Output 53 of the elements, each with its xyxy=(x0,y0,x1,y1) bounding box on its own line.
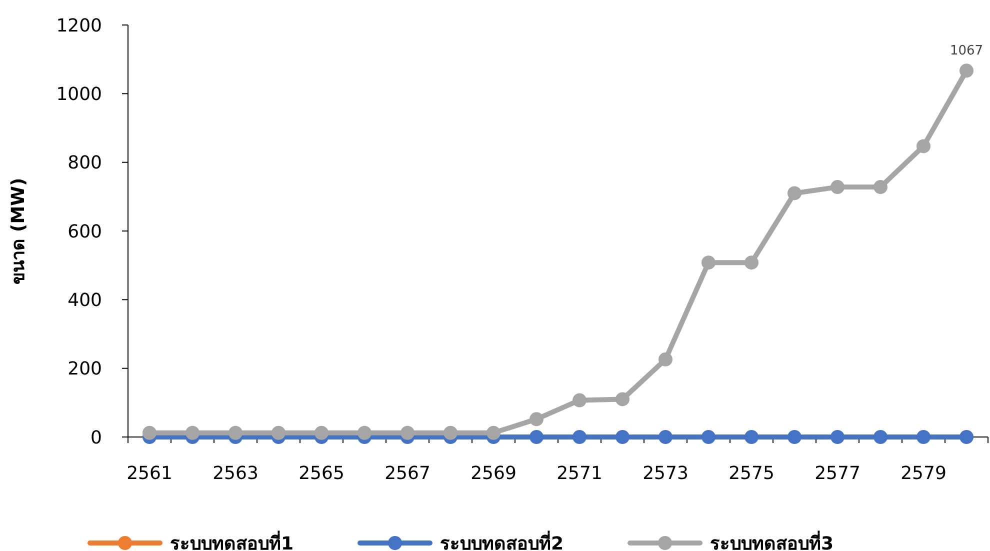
y-tick-label: 600 xyxy=(68,221,102,242)
point xyxy=(572,393,586,408)
x-tick-label: 2565 xyxy=(298,463,344,484)
x-tick-label: 2577 xyxy=(814,463,860,484)
y-tick-label: 0 xyxy=(90,427,102,448)
point xyxy=(530,430,544,444)
point xyxy=(916,430,930,444)
point xyxy=(530,412,544,426)
legend-label: ระบบทดสอบที่1 xyxy=(170,530,294,551)
y-tick-label: 800 xyxy=(68,152,102,174)
x-tick-label: 2569 xyxy=(470,463,516,484)
point xyxy=(874,180,888,194)
point xyxy=(444,426,458,440)
x-tick-label: 2563 xyxy=(212,463,258,484)
point xyxy=(744,430,758,444)
y-axis-title: ขนาด (MW) xyxy=(8,178,29,284)
y-tick-label: 1000 xyxy=(56,84,102,105)
point xyxy=(658,352,672,366)
point xyxy=(702,430,716,444)
point xyxy=(702,256,716,270)
point xyxy=(788,430,802,444)
point xyxy=(314,426,328,440)
data-label: 1067 xyxy=(950,44,984,59)
y-tick-label: 1200 xyxy=(56,15,102,36)
point xyxy=(272,426,286,440)
point xyxy=(960,430,974,444)
point xyxy=(572,430,586,444)
x-tick-label: 2579 xyxy=(900,463,946,484)
point xyxy=(358,426,372,440)
y-tick-label: 400 xyxy=(68,290,102,311)
x-tick-label: 2573 xyxy=(642,463,688,484)
legend-label: ระบบทดสอบที่3 xyxy=(710,530,834,551)
point xyxy=(486,426,500,440)
point xyxy=(916,139,930,154)
y-tick-label: 200 xyxy=(68,358,102,380)
point xyxy=(874,430,888,444)
point xyxy=(228,426,242,440)
x-tick-label: 2571 xyxy=(556,463,602,484)
point xyxy=(788,186,802,200)
point xyxy=(616,430,630,444)
legend-label: ระบบทดสอบที่2 xyxy=(440,530,564,551)
point xyxy=(400,426,414,440)
point xyxy=(744,256,758,270)
point xyxy=(142,426,156,440)
point xyxy=(658,430,672,444)
point xyxy=(960,64,974,78)
x-tick-label: 2561 xyxy=(126,463,172,484)
point xyxy=(830,430,844,444)
point xyxy=(616,392,630,406)
x-tick-label: 2567 xyxy=(384,463,430,484)
x-tick-label: 2575 xyxy=(728,463,774,484)
point xyxy=(186,426,200,440)
point xyxy=(830,180,844,194)
